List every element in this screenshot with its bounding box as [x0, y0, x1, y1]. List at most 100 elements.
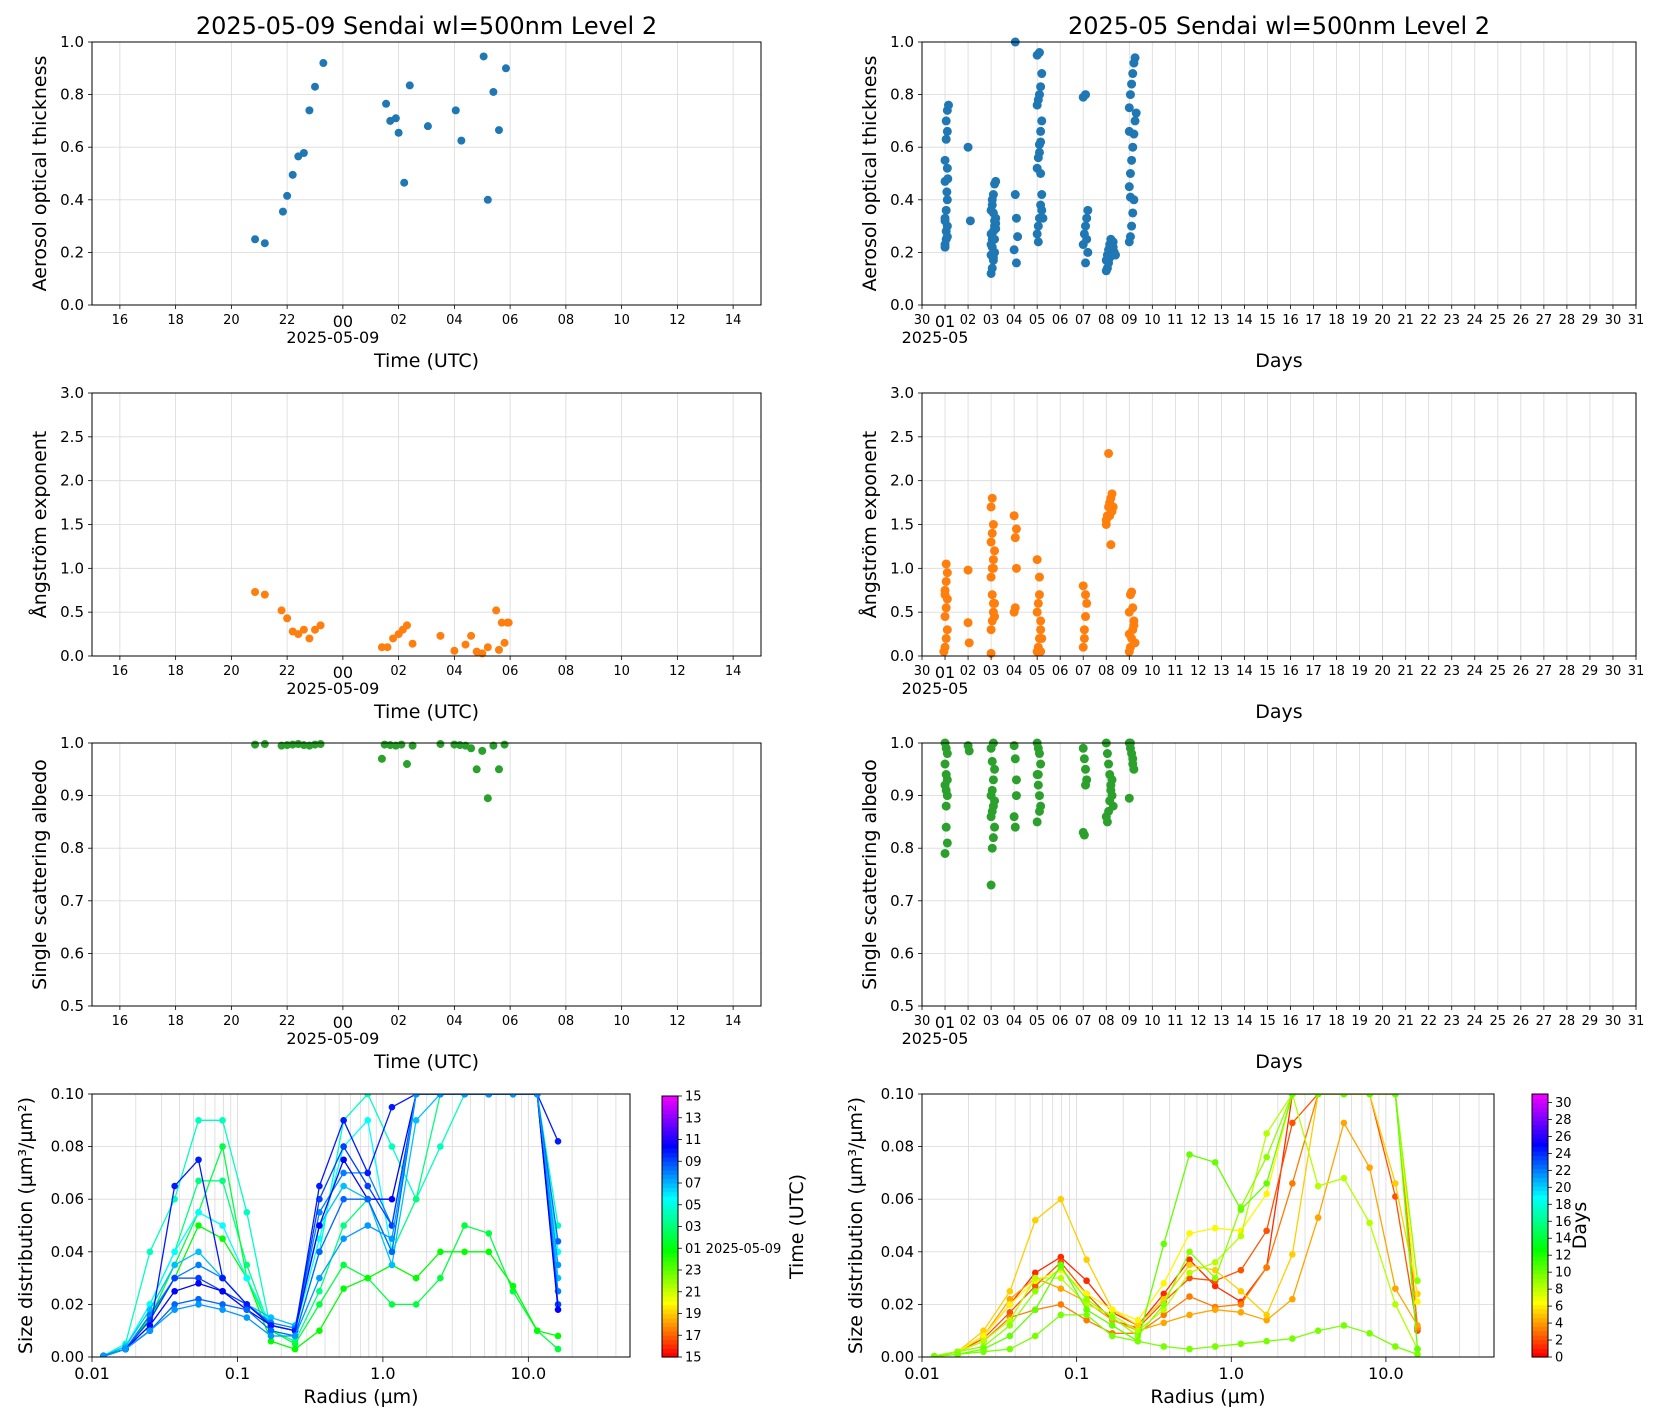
data-point — [501, 64, 510, 73]
colorbar-segment — [1532, 1159, 1548, 1165]
data-point — [478, 649, 487, 658]
y-tick-label: 0.6 — [60, 944, 84, 962]
x-tick-label: 14 — [725, 664, 742, 679]
x-tick-label: 10.0 — [1368, 1364, 1404, 1383]
series-point — [1186, 1311, 1193, 1319]
chart-title: 2025-05-09 Sendai wl=500nm Level 2 — [196, 12, 657, 40]
series-point — [1211, 1224, 1219, 1232]
panel-monthly-sizedist: 0.01 0.1 1.0 10.0 0.00 0.02 0.04 0.06 0.08 0.10 Ra… — [845, 1085, 1495, 1408]
series-point — [1186, 1230, 1193, 1237]
data-point — [294, 630, 303, 639]
x-tick-label: 16 — [1282, 313, 1299, 328]
colorbar-segment — [1532, 1120, 1548, 1126]
y-tick-label: 2.0 — [890, 472, 914, 490]
series-point — [1134, 1322, 1142, 1329]
x-tick-label: 12 — [1190, 313, 1207, 328]
y-tick-label: 0.5 — [60, 603, 84, 621]
series-point — [554, 1138, 562, 1145]
series-point — [364, 1182, 372, 1190]
series-point — [243, 1209, 251, 1216]
x-tick-label: 06 — [502, 664, 519, 679]
data-point — [467, 744, 476, 753]
x-tick-label: 08 — [1098, 1014, 1115, 1029]
data-point — [1106, 785, 1116, 795]
data-point — [942, 126, 952, 136]
x-tick-label: 01 — [935, 1013, 955, 1032]
series-point — [980, 1337, 987, 1345]
colorbar-label: Time (UTC) — [786, 1174, 808, 1280]
series-point — [316, 1222, 323, 1229]
data-point — [1032, 817, 1042, 827]
x-tick-label: 22 — [1420, 313, 1437, 328]
data-point — [940, 216, 950, 226]
y-tick-label: 0.9 — [890, 787, 914, 805]
colorbar-segment — [662, 1261, 678, 1267]
series-point — [1340, 1119, 1348, 1127]
colorbar-segment — [662, 1200, 678, 1206]
y-tick-label: 0.4 — [890, 191, 914, 209]
colorbar-segment — [662, 1217, 678, 1223]
series-point — [1031, 1274, 1039, 1282]
data-point — [1104, 448, 1114, 458]
colorbar-tick-label: 19 — [685, 1307, 702, 1322]
series-line — [103, 1094, 559, 1357]
colorbar-segment — [1532, 1133, 1548, 1139]
series-point — [1134, 1337, 1142, 1345]
series-point — [1314, 1214, 1322, 1221]
data-point — [1037, 190, 1047, 200]
plot-frame — [91, 41, 762, 306]
data-point — [1127, 221, 1137, 231]
colorbar-segment — [662, 1169, 678, 1175]
colorbar-segment — [662, 1339, 678, 1345]
x-tick-label: 18 — [1328, 1014, 1345, 1029]
x-tick-label: 02 — [960, 664, 977, 679]
x-tick-label: 04 — [1006, 664, 1023, 679]
colorbar-tick-label: 4 — [1555, 1317, 1563, 1332]
series-point — [219, 1143, 226, 1150]
series-point — [1160, 1290, 1168, 1298]
series-line — [103, 1094, 559, 1357]
grid-lines — [921, 41, 1637, 306]
series-point — [1006, 1332, 1014, 1340]
data-point — [941, 205, 951, 215]
colorbar-segment — [1532, 1308, 1548, 1314]
data-point — [436, 631, 445, 640]
x-tick-label: 27 — [1536, 313, 1553, 328]
x-tick-label: 04 — [1006, 313, 1023, 328]
x-tick-label: 12 — [669, 664, 686, 679]
colorbar-segment — [1532, 1102, 1548, 1108]
x-tick-label: 22 — [279, 313, 296, 328]
series-point — [1392, 1180, 1399, 1187]
date-label: 2025-05-09 — [286, 1029, 379, 1048]
grid-lines — [921, 1093, 1495, 1358]
x-tick-label: 05 — [1029, 664, 1046, 679]
data-point — [942, 195, 952, 205]
colorbar-segment — [1532, 1238, 1548, 1244]
data-points — [940, 738, 1139, 890]
colorbar-segment — [1532, 1181, 1548, 1187]
x-tick-label: 1.0 — [370, 1364, 395, 1383]
x-tick-label: 20 — [1374, 1014, 1391, 1029]
series-point — [1031, 1282, 1039, 1290]
data-point — [1011, 213, 1021, 223]
colorbar-segment — [662, 1196, 678, 1201]
series-point — [219, 1287, 226, 1295]
data-point — [1036, 82, 1046, 92]
x-tick-label: 05 — [1029, 1014, 1046, 1029]
series-point — [146, 1248, 154, 1256]
y-axis-label: Ångström exponent — [858, 431, 881, 619]
data-point — [1081, 258, 1091, 268]
x-axis-label: Days — [1255, 1051, 1302, 1073]
data-point — [1104, 759, 1114, 769]
x-tick-label: 21 — [1397, 1014, 1414, 1029]
series-point — [340, 1169, 347, 1177]
data-point — [391, 114, 400, 123]
x-tick-label: 25 — [1490, 313, 1507, 328]
y-tick-label: 1.0 — [60, 734, 84, 752]
series-point — [1108, 1306, 1116, 1313]
x-tick-label: 02 — [390, 313, 407, 328]
colorbar-segment — [662, 1296, 678, 1302]
data-point — [991, 176, 1001, 186]
x-tick-label: 18 — [1328, 313, 1345, 328]
